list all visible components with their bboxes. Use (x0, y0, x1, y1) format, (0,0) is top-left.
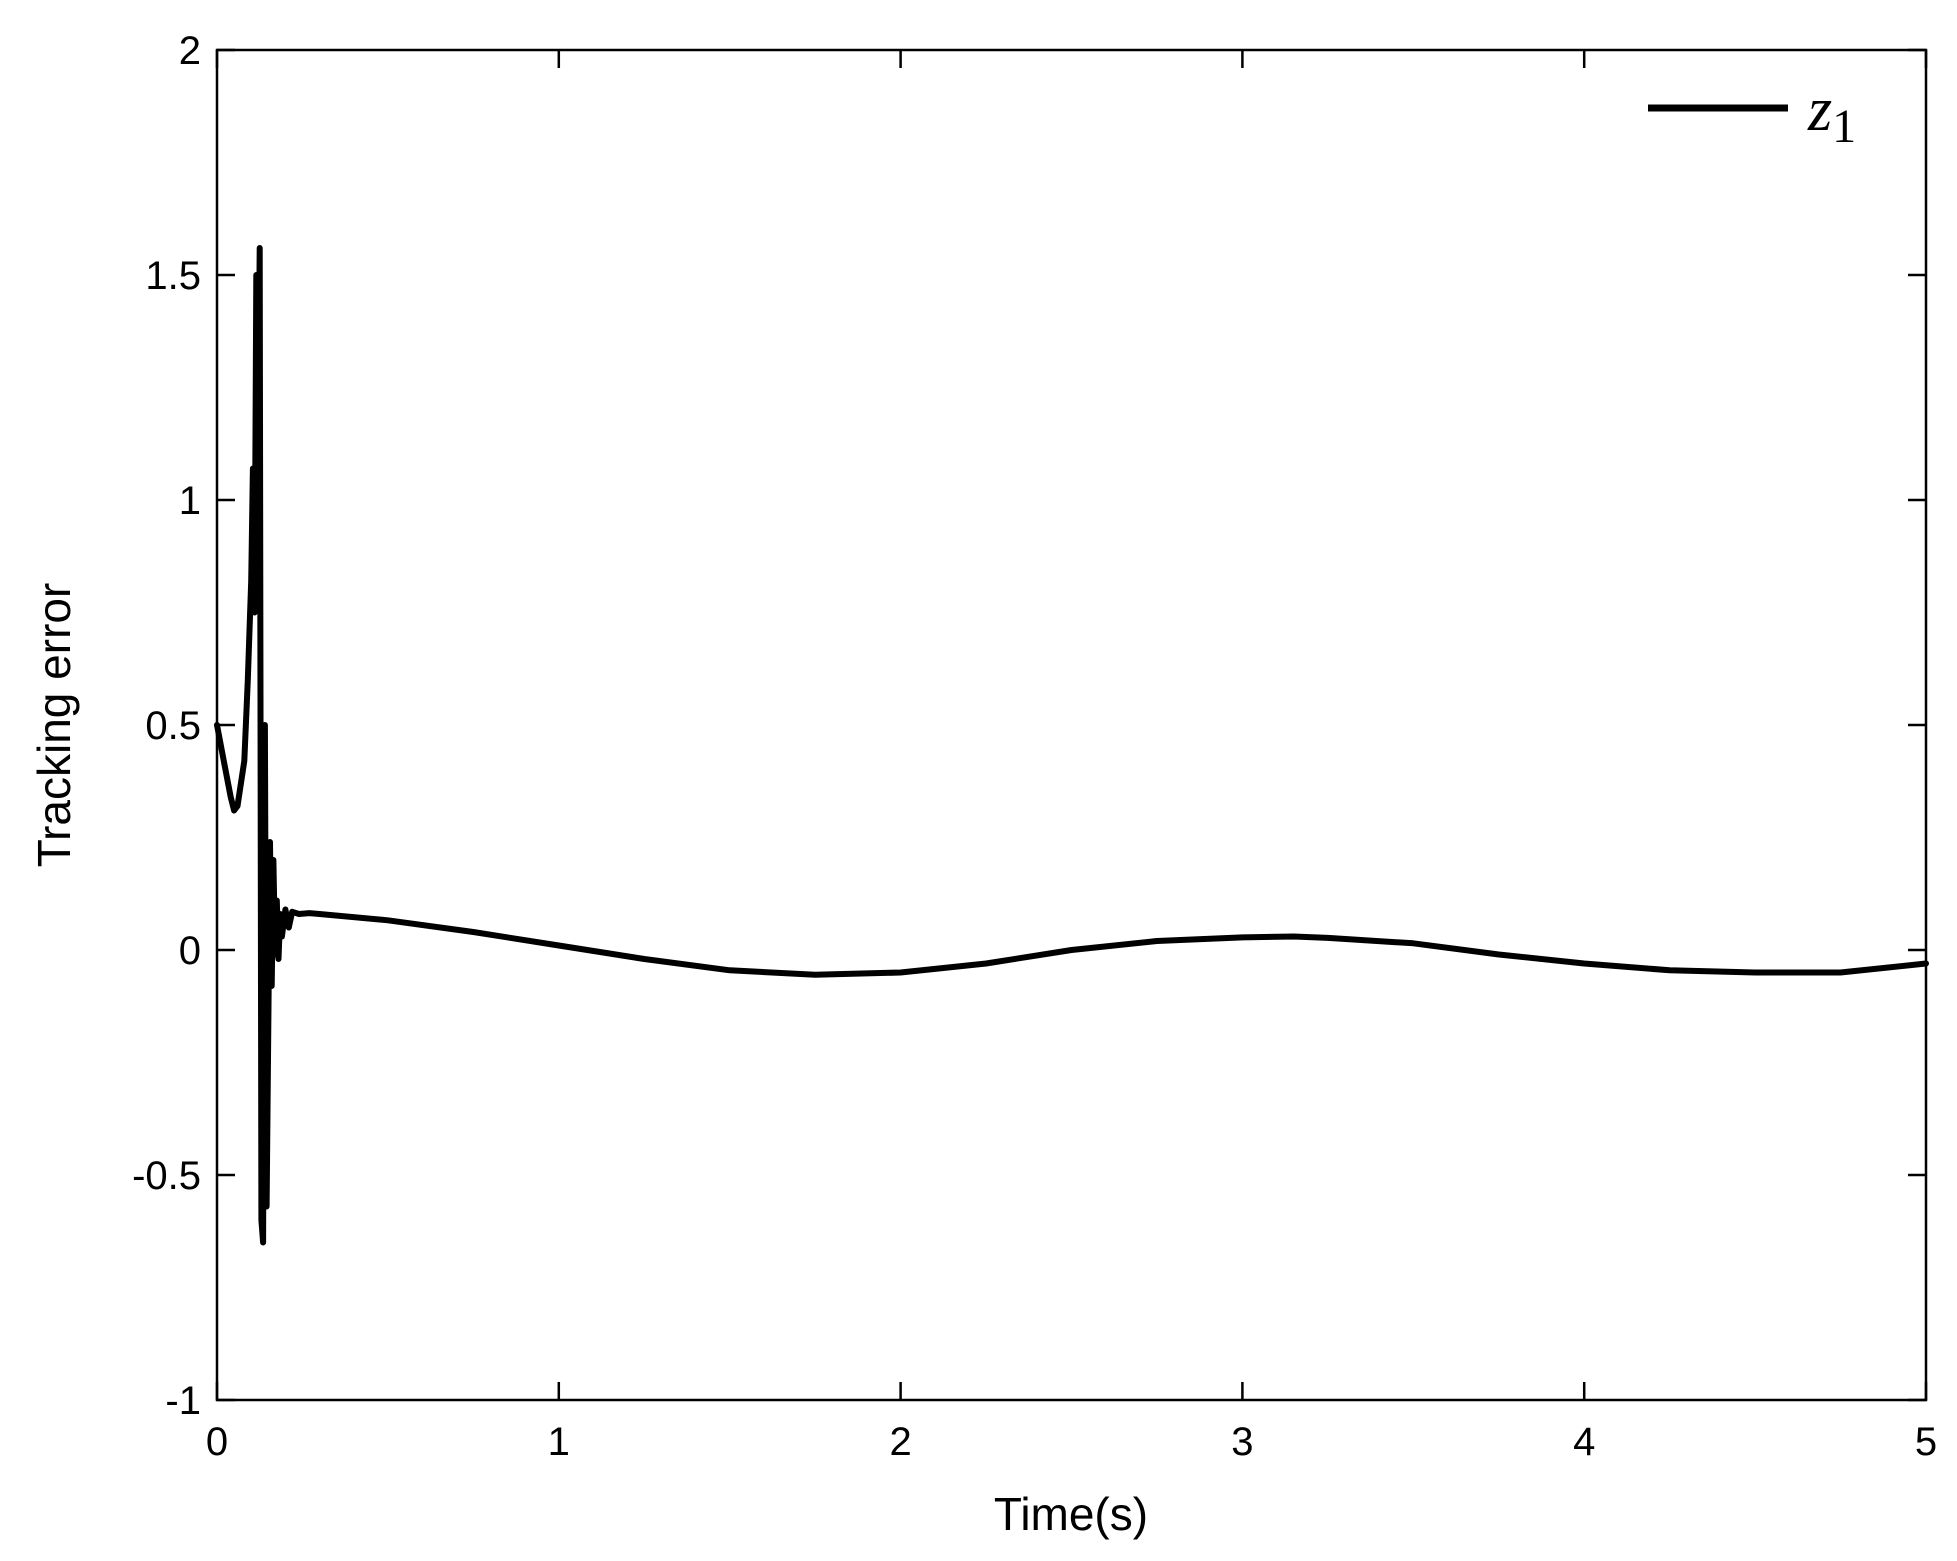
x-axis-label: Time(s) (994, 1488, 1148, 1540)
series-line-z1 (214, 245, 1929, 1246)
y-tick-label: -0.5 (132, 1154, 201, 1198)
legend: z1 (1648, 76, 1856, 153)
x-tick-label: 4 (1573, 1420, 1595, 1464)
y-tick-label: 1.5 (145, 254, 201, 298)
x-tick-label: 3 (1231, 1420, 1253, 1464)
legend-series-subscript: 1 (1832, 100, 1856, 153)
y-tick-label: 1 (179, 479, 201, 523)
y-tick-label: 2 (179, 29, 201, 73)
legend-series-name: z (1807, 76, 1832, 144)
y-tick-label: 0.5 (145, 704, 201, 748)
x-tick-label: 1 (548, 1420, 570, 1464)
y-tick-label: -1 (165, 1379, 201, 1423)
legend-label-z1: z1 (1807, 76, 1856, 153)
y-axis-label: Tracking error (28, 583, 80, 868)
y-tick-label: 0 (179, 929, 201, 973)
x-tick-label: 0 (206, 1420, 228, 1464)
axis-ticks: 0 1 2 3 4 5 -1 -0.5 0 0.5 1 1.5 2 (132, 29, 1937, 1464)
series-lines (214, 245, 1929, 1246)
x-tick-label: 5 (1915, 1420, 1937, 1464)
x-tick-label: 2 (889, 1420, 911, 1464)
plot-area (215, 48, 1928, 1402)
